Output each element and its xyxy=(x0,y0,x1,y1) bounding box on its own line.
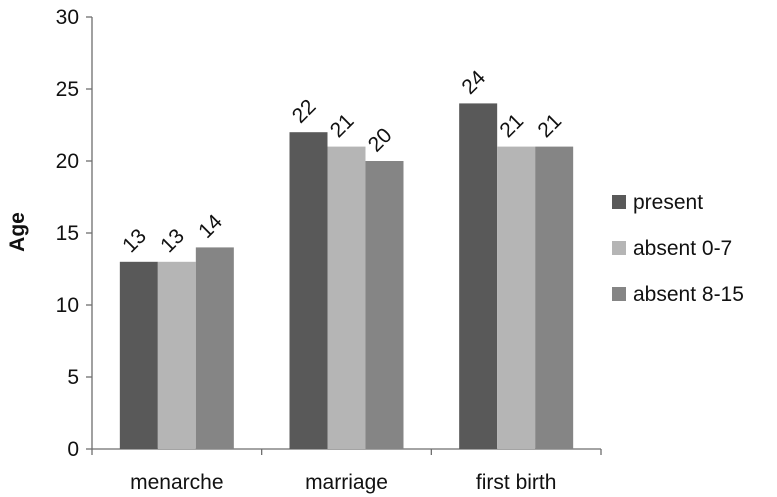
legend-swatch xyxy=(612,195,626,209)
data-label: 21 xyxy=(326,109,359,142)
x-tick-label: marriage xyxy=(305,471,388,494)
y-tick-label: 10 xyxy=(56,294,79,317)
legend-label: absent 8-15 xyxy=(633,283,744,306)
bar-absent-0-7-menarche xyxy=(157,261,196,449)
bars xyxy=(119,103,574,450)
bar-present-menarche xyxy=(119,261,158,449)
data-label: 13 xyxy=(156,225,189,258)
y-tick-label: 0 xyxy=(67,438,79,461)
bar-absent-8-15-menarche xyxy=(195,247,234,449)
legend-label: present xyxy=(633,191,703,214)
data-label: 14 xyxy=(194,210,227,243)
legend-swatch xyxy=(612,287,626,301)
x-tick-label: menarche xyxy=(130,471,223,494)
bar-absent-0-7-marriage xyxy=(327,146,366,449)
y-tick-label: 5 xyxy=(67,366,79,389)
y-tick-label: 20 xyxy=(56,150,79,173)
bar-present-marriage xyxy=(289,132,328,449)
data-label: 20 xyxy=(364,124,397,157)
bar-absent-8-15-marriage xyxy=(365,161,404,449)
legend: present absent 0-7 absent 8-15 xyxy=(612,191,744,306)
data-label: 24 xyxy=(457,66,490,99)
y-axis-title: Age xyxy=(6,212,29,252)
y-tick-label: 30 xyxy=(56,6,79,29)
y-tick-label: 25 xyxy=(56,78,79,101)
legend-swatch xyxy=(612,241,626,255)
data-label: 21 xyxy=(533,109,566,142)
bar-absent-8-15-first-birth xyxy=(535,146,574,449)
data-label: 22 xyxy=(288,95,321,128)
legend-label: absent 0-7 xyxy=(633,237,732,260)
data-label: 13 xyxy=(118,225,151,258)
data-label: 21 xyxy=(495,109,528,142)
y-axis: 0 5 10 15 20 25 30 xyxy=(56,6,93,461)
y-tick-label: 15 xyxy=(56,222,79,245)
bar-present-first-birth xyxy=(459,103,498,450)
x-axis: menarche marriage first birth xyxy=(91,448,602,494)
bar-absent-0-7-first-birth xyxy=(497,146,536,449)
x-tick-label: first birth xyxy=(476,471,557,494)
